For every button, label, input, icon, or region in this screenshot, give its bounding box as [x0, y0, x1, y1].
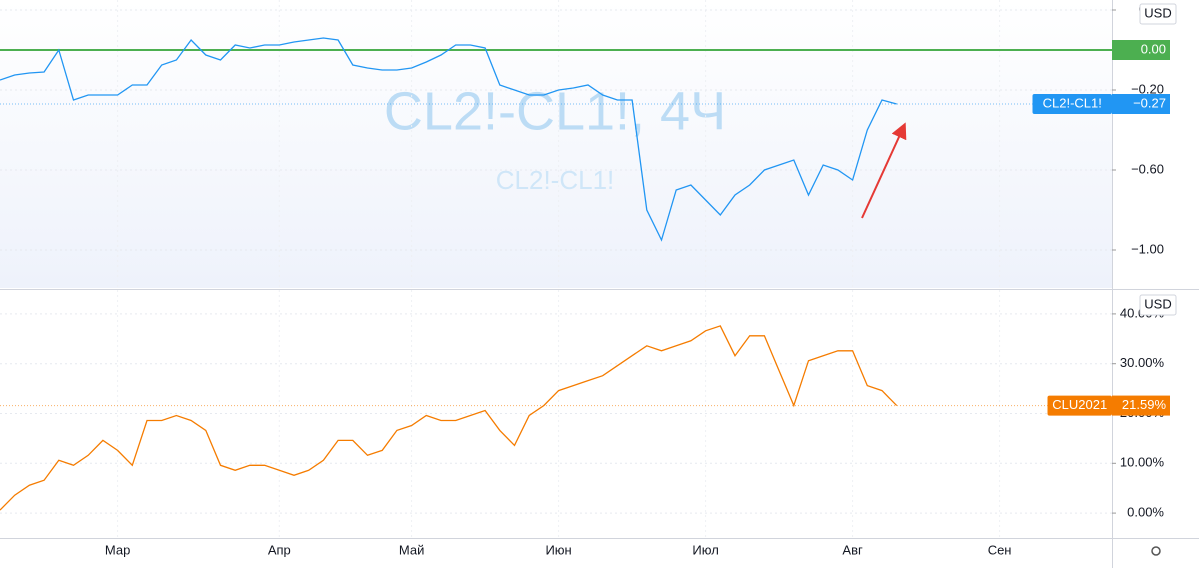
y-tick-label: 10.00% [1120, 455, 1165, 470]
series-name-label: CL2!-CL1! [1043, 95, 1102, 110]
last-value-label: −0.27 [1133, 95, 1166, 110]
last-value-label: 21.59% [1122, 397, 1167, 412]
plot-area: МарАпрМайИюнИюлАвгСен0.20−0.20−0.60−1.00… [0, 0, 1177, 557]
unit-label: USD [1144, 5, 1171, 20]
last-value-box [1112, 395, 1170, 416]
annotation-arrow [861, 122, 907, 219]
y-tick-label: 0.00% [1127, 505, 1164, 520]
x-tick-label: Июл [692, 542, 718, 557]
series-name-box [1032, 94, 1112, 114]
y-tick-label: −1.00 [1131, 241, 1164, 256]
reference-label-box [1112, 40, 1170, 60]
x-tick-label: Апр [268, 542, 291, 557]
pane-background [0, 0, 1112, 288]
x-tick-label: Авг [842, 542, 863, 557]
x-tick-label: Июн [545, 542, 571, 557]
last-value-box [1112, 94, 1170, 114]
unit-box [1139, 3, 1177, 25]
y-tick-label: −0.60 [1131, 161, 1164, 176]
unit-box [1139, 294, 1177, 316]
x-tick-label: Сен [988, 542, 1012, 557]
settings-icon[interactable] [1151, 546, 1161, 556]
watermark-subtitle: CL2!-CL1! [496, 165, 615, 195]
series-name-label: CLU2021 [1052, 397, 1107, 412]
series-name-box [1047, 395, 1112, 416]
y-tick-label: −0.20 [1131, 81, 1164, 96]
pane-background [0, 291, 1112, 538]
unit-label: USD [1144, 296, 1171, 311]
x-tick-label: Мар [105, 542, 130, 557]
series-line [0, 325, 898, 511]
y-tick-label: 30.00% [1120, 355, 1165, 370]
x-tick-label: Май [399, 542, 424, 557]
series-line [0, 37, 897, 242]
reference-label: 0.00 [1141, 41, 1166, 56]
